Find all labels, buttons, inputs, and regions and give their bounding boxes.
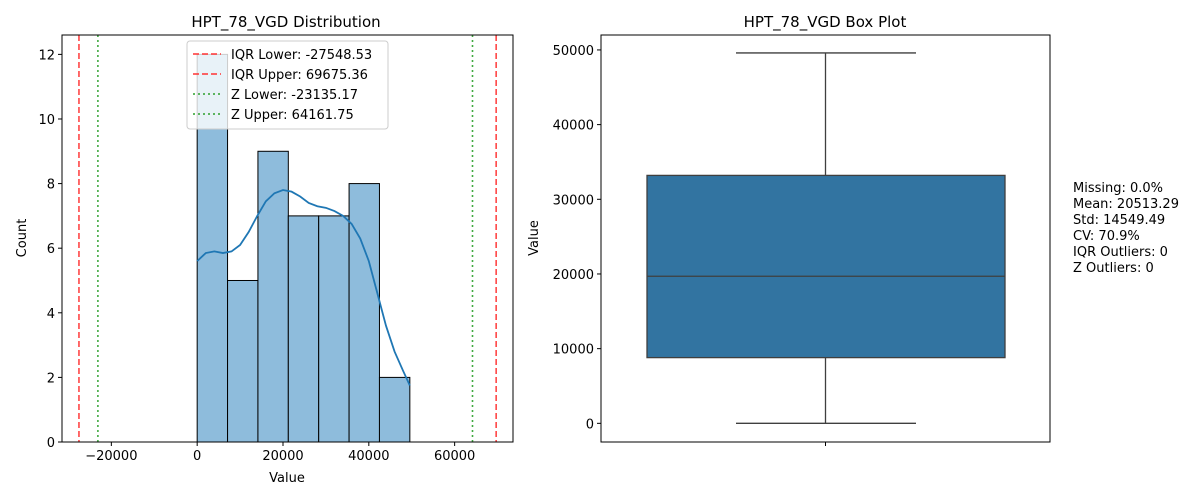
stat-std: Std: 14549.49 bbox=[1073, 213, 1166, 228]
x-tick-label: −20000 bbox=[85, 449, 137, 464]
y-tick-label: 6 bbox=[47, 242, 55, 257]
boxplot-ylabel: Value bbox=[527, 220, 542, 256]
y-tick-label: 4 bbox=[47, 307, 55, 322]
boxplot-title: HPT_78_VGD Box Plot bbox=[744, 13, 907, 32]
histogram-plot-area: −20000 0 20000 40000 60000 0 2 4 6 8 10 12 bbox=[38, 35, 497, 464]
legend-label: IQR Lower: -27548.53 bbox=[231, 48, 372, 63]
histogram-bar bbox=[257, 150, 289, 443]
iqr-box bbox=[646, 174, 1006, 359]
histogram-ylabel: Count bbox=[15, 219, 30, 258]
y-tick-label: 0 bbox=[586, 417, 594, 432]
stat-cv: CV: 70.9% bbox=[1073, 229, 1140, 244]
y-tick-label: 8 bbox=[47, 178, 55, 193]
histogram-bar bbox=[227, 279, 259, 443]
legend-label: Z Upper: 64161.75 bbox=[231, 108, 354, 123]
legend-label: Z Lower: -23135.17 bbox=[231, 88, 358, 103]
histogram-legend: IQR Lower: -27548.53 IQR Upper: 69675.36 Z… bbox=[186, 40, 389, 130]
kde-curve bbox=[196, 189, 411, 386]
y-tick-label: 40000 bbox=[553, 119, 594, 134]
x-tick-label: 20000 bbox=[262, 449, 303, 464]
x-tick-label: 40000 bbox=[348, 449, 389, 464]
y-tick-label: 10000 bbox=[553, 343, 594, 358]
histogram-bar bbox=[318, 215, 350, 443]
histogram-bar bbox=[348, 183, 380, 443]
y-tick-label: 30000 bbox=[553, 193, 594, 208]
boxplot-panel: HPT_78_VGD Box Plot 0 10000 20000 30000 4000… bbox=[527, 13, 1051, 446]
y-tick-label: 10 bbox=[38, 113, 55, 128]
x-tick-label: 60000 bbox=[434, 449, 475, 464]
y-tick-label: 2 bbox=[47, 371, 55, 386]
y-tick-label: 20000 bbox=[553, 268, 594, 283]
histogram-frame bbox=[61, 34, 514, 443]
stat-iqr-outliers: IQR Outliers: 0 bbox=[1073, 245, 1168, 260]
legend-label: IQR Upper: 69675.36 bbox=[231, 68, 368, 83]
histogram-xlabel: Value bbox=[269, 471, 305, 486]
histogram-bar bbox=[378, 376, 411, 443]
histogram-title: HPT_78_VGD Distribution bbox=[191, 13, 380, 32]
x-tick-label: 0 bbox=[193, 449, 201, 464]
stat-mean: Mean: 20513.29 bbox=[1073, 197, 1179, 212]
boxplot-plot-area: 0 10000 20000 30000 40000 50000 bbox=[553, 44, 1006, 446]
y-tick-label: 50000 bbox=[553, 44, 594, 59]
y-tick-label: 12 bbox=[38, 48, 55, 63]
histogram-bar bbox=[287, 215, 320, 443]
stat-missing: Missing: 0.0% bbox=[1073, 181, 1164, 196]
boxplot-frame bbox=[600, 34, 1051, 443]
histogram-panel: HPT_78_VGD Distribution −20000 0 20000 4000… bbox=[15, 13, 514, 486]
stat-z-outliers: Z Outliers: 0 bbox=[1073, 261, 1154, 276]
stats-annotation: Missing: 0.0% Mean: 20513.29 Std: 14549.… bbox=[1073, 181, 1179, 277]
legend-box bbox=[186, 40, 389, 130]
y-tick-label: 0 bbox=[47, 436, 55, 451]
